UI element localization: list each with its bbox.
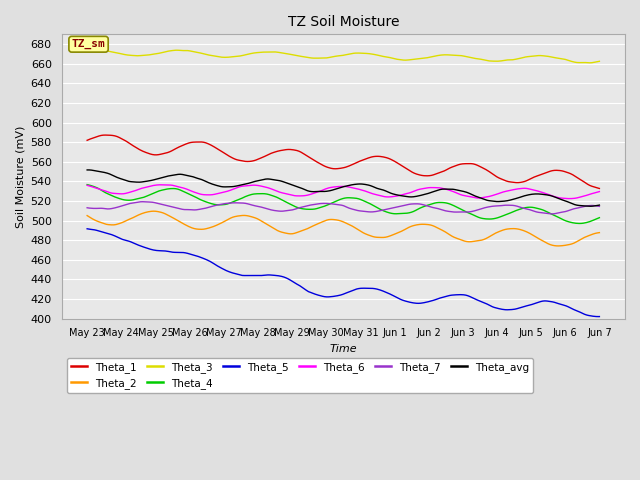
Theta_2 <box>596 230 604 236</box>
Theta_2 <box>554 243 561 249</box>
Theta_avg <box>371 184 379 190</box>
Theta_7 <box>139 199 147 204</box>
Theta_7 <box>548 211 556 217</box>
Theta_3 <box>586 60 594 66</box>
Theta_6 <box>550 193 557 199</box>
Theta_1 <box>396 161 403 167</box>
Theta_7 <box>244 201 252 207</box>
Line: Theta_1: Theta_1 <box>87 135 600 189</box>
Theta_7 <box>550 211 558 216</box>
Line: Theta_7: Theta_7 <box>87 202 600 214</box>
Theta_4 <box>460 208 467 214</box>
Theta_4 <box>394 211 402 216</box>
Theta_1 <box>550 168 557 173</box>
Theta_3 <box>596 59 604 64</box>
Theta_6 <box>396 192 403 198</box>
Theta_6 <box>461 193 468 199</box>
Theta_avg <box>244 180 252 186</box>
Theta_3 <box>89 46 97 52</box>
Theta_1 <box>371 154 379 159</box>
Theta_6 <box>244 183 252 189</box>
Theta_6 <box>157 182 164 188</box>
Theta_2 <box>371 234 379 240</box>
Theta_4 <box>548 212 556 217</box>
Line: Theta_5: Theta_5 <box>87 229 600 317</box>
Theta_1 <box>596 186 604 192</box>
Theta_4 <box>575 221 583 227</box>
Theta_2 <box>300 227 308 233</box>
Theta_6 <box>300 193 308 199</box>
Theta_5 <box>460 292 467 298</box>
Theta_1 <box>300 151 308 157</box>
Theta_6 <box>371 192 379 197</box>
Theta_avg <box>461 189 468 194</box>
Theta_avg <box>300 187 308 192</box>
Theta_5 <box>370 286 378 291</box>
Line: Theta_avg: Theta_avg <box>87 170 600 206</box>
Theta_2 <box>150 208 157 214</box>
Theta_7 <box>596 204 604 209</box>
Theta_7 <box>461 209 468 215</box>
Theta_avg <box>587 204 595 209</box>
Theta_1 <box>83 137 91 143</box>
Theta_6 <box>83 182 91 188</box>
Line: Theta_3: Theta_3 <box>87 49 600 63</box>
Theta_4 <box>300 206 307 212</box>
Theta_2 <box>244 213 252 219</box>
Legend: Theta_1, Theta_2, Theta_3, Theta_4, Theta_5, Theta_6, Theta_7, Theta_avg: Theta_1, Theta_2, Theta_3, Theta_4, Thet… <box>67 358 533 393</box>
Theta_2 <box>550 242 557 248</box>
Theta_avg <box>83 167 91 173</box>
Theta_4 <box>243 193 250 199</box>
Theta_3 <box>83 46 91 52</box>
Theta_1 <box>461 161 468 167</box>
Theta_3 <box>300 54 308 60</box>
Theta_2 <box>83 213 91 218</box>
Theta_5 <box>243 273 250 278</box>
Line: Theta_6: Theta_6 <box>87 185 600 199</box>
Theta_1 <box>244 158 252 164</box>
Title: TZ Soil Moisture: TZ Soil Moisture <box>287 15 399 29</box>
Theta_7 <box>300 204 308 209</box>
Theta_avg <box>596 202 604 208</box>
Theta_5 <box>83 226 91 232</box>
Theta_6 <box>596 189 604 194</box>
Theta_7 <box>83 205 91 211</box>
Theta_7 <box>396 204 403 209</box>
Line: Theta_2: Theta_2 <box>87 211 600 246</box>
Theta_3 <box>461 53 468 59</box>
Text: TZ_sm: TZ_sm <box>72 39 106 49</box>
Theta_3 <box>244 51 252 57</box>
Theta_5 <box>548 299 556 305</box>
Theta_6 <box>566 196 573 202</box>
Y-axis label: Soil Moisture (mV): Soil Moisture (mV) <box>15 125 25 228</box>
Theta_3 <box>550 55 557 60</box>
Theta_5 <box>596 313 604 319</box>
Theta_4 <box>596 215 604 220</box>
Theta_2 <box>396 229 403 235</box>
Theta_3 <box>371 52 379 58</box>
Theta_4 <box>83 182 91 188</box>
Theta_5 <box>595 314 602 320</box>
Theta_5 <box>300 285 307 291</box>
Theta_3 <box>396 57 403 62</box>
Theta_avg <box>396 192 403 198</box>
Line: Theta_4: Theta_4 <box>87 185 600 224</box>
Theta_7 <box>371 209 379 215</box>
Theta_5 <box>394 295 402 301</box>
Theta_2 <box>461 238 468 244</box>
Theta_avg <box>84 167 92 173</box>
Theta_4 <box>370 203 378 209</box>
X-axis label: Time: Time <box>330 344 357 354</box>
Theta_avg <box>550 193 557 199</box>
Theta_1 <box>102 132 109 138</box>
